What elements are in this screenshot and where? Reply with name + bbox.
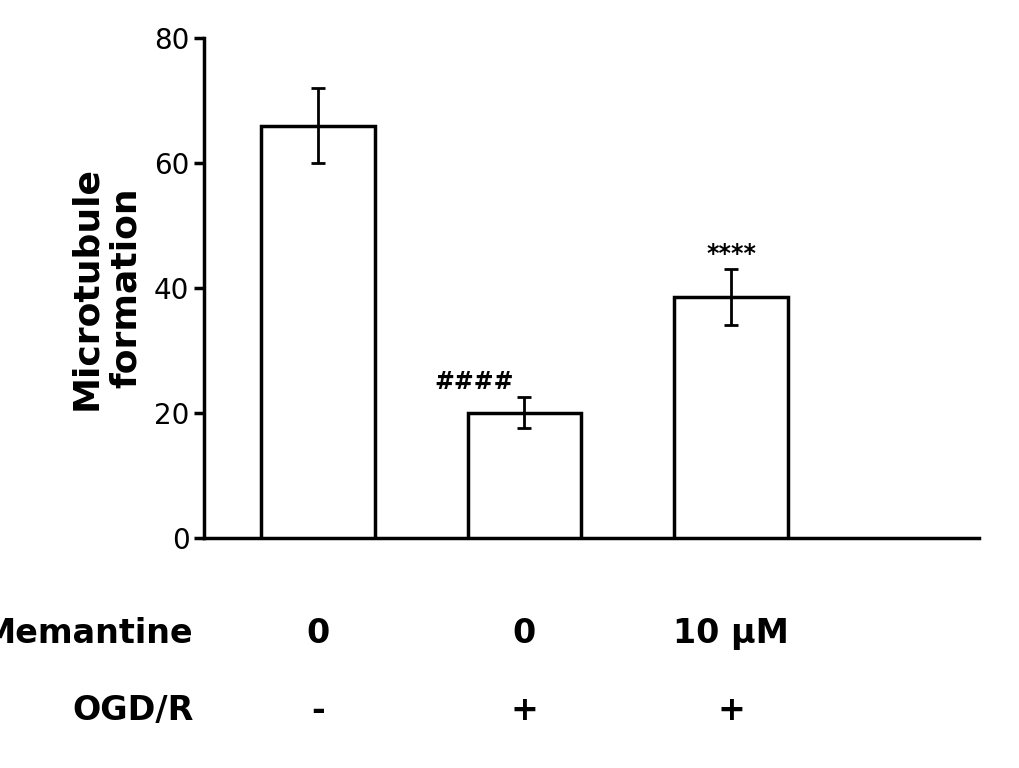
Bar	[467, 413, 581, 538]
Text: +: +	[510, 694, 538, 727]
Bar	[674, 297, 788, 538]
Text: 0: 0	[513, 617, 536, 650]
Text: +: +	[716, 694, 744, 727]
Text: Memantine: Memantine	[0, 617, 194, 650]
Y-axis label: Microtubule
formation: Microtubule formation	[69, 166, 143, 410]
Text: 10 μM: 10 μM	[673, 617, 789, 650]
Text: -: -	[311, 694, 324, 727]
Text: ****: ****	[705, 242, 755, 266]
Text: 0: 0	[306, 617, 329, 650]
Bar	[261, 126, 374, 538]
Text: ####: ####	[434, 370, 514, 394]
Text: OGD/R: OGD/R	[72, 694, 194, 727]
